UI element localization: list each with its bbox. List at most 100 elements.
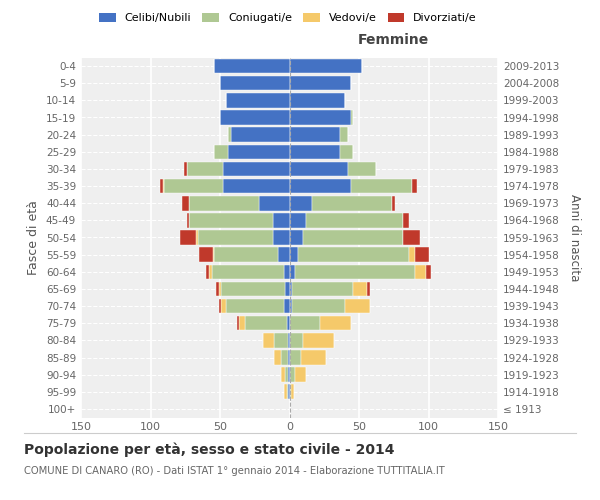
Bar (290, 162, 348, 176)
Bar (392, 196, 395, 210)
Bar (320, 316, 350, 330)
Bar (213, 248, 214, 262)
Bar (415, 264, 426, 279)
Bar (214, 144, 229, 159)
Bar (164, 179, 223, 194)
Bar (284, 264, 290, 279)
Bar (263, 333, 274, 347)
Bar (231, 128, 290, 142)
Bar (290, 179, 350, 194)
Bar (160, 179, 163, 194)
Bar (284, 384, 287, 399)
Bar (286, 368, 288, 382)
Bar (273, 213, 290, 228)
Bar (290, 333, 304, 347)
Bar (340, 144, 353, 159)
Bar (292, 282, 353, 296)
Bar (220, 76, 290, 90)
Bar (415, 248, 428, 262)
Bar (403, 213, 409, 228)
Bar (274, 350, 281, 365)
Bar (221, 299, 226, 314)
Bar (245, 316, 287, 330)
Text: Popolazione per età, sesso e stato civile - 2014: Popolazione per età, sesso e stato civil… (24, 442, 395, 457)
Bar (163, 179, 164, 194)
Bar (259, 196, 290, 210)
Bar (290, 128, 340, 142)
Legend: Celibi/Nubili, Coniugati/e, Vedovi/e, Divorziati/e: Celibi/Nubili, Coniugati/e, Vedovi/e, Di… (95, 8, 481, 28)
Text: Femmine: Femmine (358, 32, 430, 46)
Bar (312, 196, 392, 210)
Bar (190, 213, 273, 228)
Bar (187, 213, 190, 228)
Bar (286, 282, 290, 296)
Bar (290, 93, 345, 108)
Bar (274, 333, 288, 347)
Bar (196, 230, 198, 245)
Bar (288, 368, 290, 382)
Bar (284, 299, 290, 314)
Bar (182, 196, 190, 210)
Bar (187, 162, 223, 176)
Bar (290, 110, 350, 125)
Bar (229, 144, 290, 159)
Bar (239, 316, 245, 330)
Bar (288, 384, 290, 399)
Bar (348, 162, 376, 176)
Bar (290, 384, 291, 399)
Bar (287, 384, 288, 399)
Bar (223, 162, 290, 176)
Bar (290, 282, 292, 296)
Bar (290, 230, 304, 245)
Bar (209, 264, 212, 279)
Bar (412, 179, 418, 194)
Bar (350, 179, 412, 194)
Bar (290, 299, 292, 314)
Bar (295, 368, 306, 382)
Bar (190, 196, 259, 210)
Bar (281, 350, 288, 365)
Bar (290, 316, 320, 330)
Bar (290, 144, 340, 159)
Bar (221, 282, 286, 296)
Bar (287, 316, 290, 330)
Bar (199, 248, 213, 262)
Bar (273, 230, 290, 245)
Bar (340, 128, 348, 142)
Bar (226, 93, 290, 108)
Text: COMUNE DI CANARO (RO) - Dati ISTAT 1° gennaio 2014 - Elaborazione TUTTITALIA.IT: COMUNE DI CANARO (RO) - Dati ISTAT 1° ge… (24, 466, 445, 476)
Bar (288, 333, 290, 347)
Bar (290, 248, 298, 262)
Bar (206, 264, 209, 279)
Bar (295, 264, 415, 279)
Bar (403, 230, 420, 245)
Bar (367, 282, 370, 296)
Bar (290, 368, 295, 382)
Bar (292, 299, 345, 314)
Bar (226, 299, 284, 314)
Bar (345, 299, 370, 314)
Bar (218, 282, 221, 296)
Bar (184, 162, 187, 176)
Bar (220, 110, 290, 125)
Bar (179, 230, 196, 245)
Bar (229, 128, 231, 142)
Bar (236, 316, 239, 330)
Y-axis label: Fasce di età: Fasce di età (28, 200, 40, 275)
Bar (290, 350, 301, 365)
Bar (350, 110, 353, 125)
Bar (281, 368, 286, 382)
Bar (304, 333, 334, 347)
Bar (353, 282, 367, 296)
Bar (290, 59, 362, 74)
Bar (212, 264, 284, 279)
Bar (216, 282, 218, 296)
Bar (278, 248, 290, 262)
Bar (288, 350, 290, 365)
Bar (290, 196, 312, 210)
Bar (301, 350, 326, 365)
Bar (304, 230, 403, 245)
Bar (290, 76, 350, 90)
Bar (306, 213, 403, 228)
Bar (290, 264, 295, 279)
